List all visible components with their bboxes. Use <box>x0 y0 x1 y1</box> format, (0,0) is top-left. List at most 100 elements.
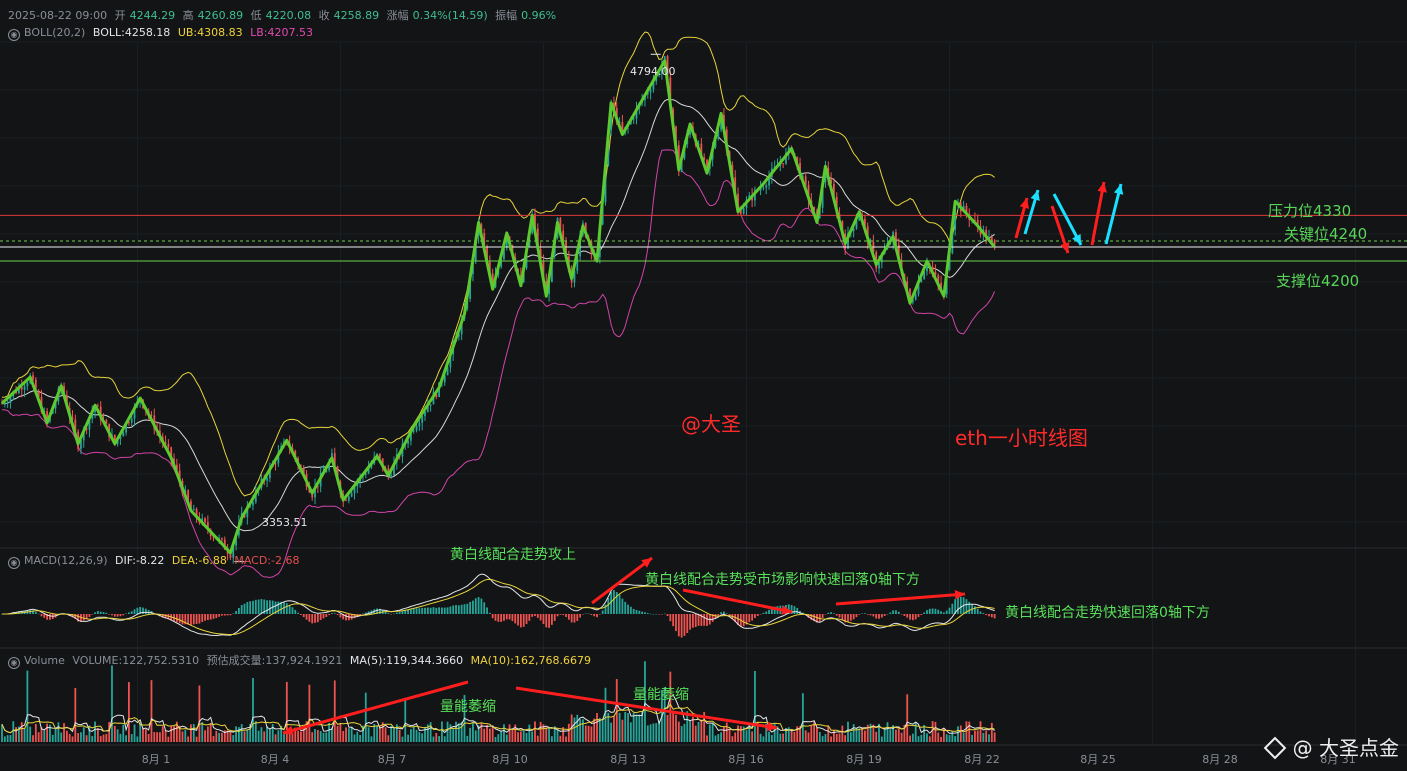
macd-bar <box>144 608 147 614</box>
volume-bar <box>697 721 700 742</box>
volume-bar <box>204 730 206 742</box>
volume-bar <box>254 721 257 742</box>
volume-bar <box>173 726 175 742</box>
boll-header[interactable]: ◉ BOLL(20,2) BOLL:4258.18 UB:4308.83 LB:4… <box>8 26 317 41</box>
macd-header[interactable]: ◉ MACD(12,26,9) DIF:-8.22 DEA:-6.88 MACD:… <box>8 554 303 569</box>
candle-body <box>221 538 223 540</box>
candle-body <box>573 270 576 283</box>
volume-bar <box>835 733 838 742</box>
candle-body <box>88 418 91 430</box>
volume-bar <box>142 727 144 742</box>
volume-bar <box>424 726 426 742</box>
volume-bar <box>909 735 911 742</box>
volume-bar <box>257 730 260 742</box>
volume-bar <box>596 713 598 742</box>
volume-bar <box>517 732 519 742</box>
macd-bar <box>446 607 449 614</box>
arrow-shaft <box>282 680 469 735</box>
macd-bar <box>655 613 658 615</box>
volume-bar <box>319 731 322 742</box>
volume-bar <box>629 722 632 742</box>
candle-body <box>269 466 271 479</box>
high-label: 高 <box>182 9 194 22</box>
volume-header[interactable]: ◉ Volume VOLUME:122,752.5310 预估成交量:137,92… <box>8 654 595 669</box>
volume-bar <box>113 725 116 742</box>
macd-bar <box>536 614 539 618</box>
volume-bar <box>700 721 703 742</box>
macd-bar <box>111 614 113 616</box>
volume-bar <box>990 722 993 742</box>
volume-bar <box>94 721 96 742</box>
macd-bar <box>813 614 816 622</box>
macd-bar <box>80 614 82 622</box>
macd-bar <box>897 611 900 614</box>
macd-bar <box>71 614 74 618</box>
macd-bar <box>878 614 880 619</box>
macd-bar <box>889 612 892 614</box>
macd-bar <box>460 604 463 614</box>
volume-bar <box>187 736 190 742</box>
macd-bar <box>982 613 985 614</box>
macd-bar <box>195 614 198 625</box>
macd-bar <box>951 603 954 614</box>
macd-bar <box>32 610 34 614</box>
candle-body <box>424 411 426 417</box>
volume-bar <box>314 729 316 742</box>
volume-bar <box>311 732 314 742</box>
macd-bar <box>294 609 297 614</box>
macd-bar <box>206 614 209 621</box>
author-mark: @大圣 <box>681 412 741 436</box>
boll-lower-line <box>1 149 996 579</box>
candle-body <box>878 262 880 269</box>
volume-bar <box>494 736 497 742</box>
volume-bar <box>672 712 675 742</box>
volume-bar <box>886 722 889 742</box>
volume-bar <box>748 723 751 742</box>
candle-body <box>164 442 167 445</box>
macd-bar <box>401 610 404 614</box>
candle-body <box>559 217 562 231</box>
macd-bar <box>542 614 545 625</box>
volume-bar <box>181 731 184 742</box>
macd-bar <box>46 614 49 620</box>
volume-bar <box>911 733 914 742</box>
macd-bar <box>694 614 697 627</box>
eye-icon[interactable]: ◉ <box>8 657 20 669</box>
macd-bar <box>311 614 314 624</box>
macd-bar <box>869 614 872 616</box>
volume-bar <box>43 730 46 742</box>
candle-body <box>864 218 866 227</box>
volume-bar <box>519 731 522 742</box>
volume-bar <box>223 730 226 742</box>
macd-bar <box>570 614 573 623</box>
volume-bar <box>108 722 111 742</box>
macd-bar <box>269 600 271 614</box>
volume-bar <box>46 723 49 742</box>
macd-bar <box>266 600 268 614</box>
volume-bar <box>796 726 799 742</box>
volume-bar <box>965 721 968 742</box>
eye-icon[interactable]: ◉ <box>8 29 20 41</box>
volume-bar <box>339 723 342 742</box>
amp-label: 振幅 <box>495 9 518 22</box>
volume-bar <box>51 734 54 742</box>
candle-body <box>316 486 319 488</box>
volume-bar <box>858 728 861 742</box>
macd-bar <box>816 614 818 623</box>
volume-bar <box>316 729 319 742</box>
macd-bar <box>742 614 745 627</box>
candle-body <box>937 275 940 283</box>
volume-bar <box>556 729 559 742</box>
volume-bar <box>23 728 26 742</box>
volume-bar <box>322 732 325 742</box>
eye-icon[interactable]: ◉ <box>8 557 20 569</box>
volume-bar <box>618 712 621 742</box>
change-label: 涨幅 <box>386 9 409 22</box>
volume-bar <box>562 727 565 742</box>
boll-ub: UB:4308.83 <box>177 26 243 39</box>
candle-body <box>954 205 957 230</box>
macd-bar <box>965 599 968 614</box>
high-value: 4260.89 <box>197 9 244 22</box>
candle-body <box>54 401 57 409</box>
